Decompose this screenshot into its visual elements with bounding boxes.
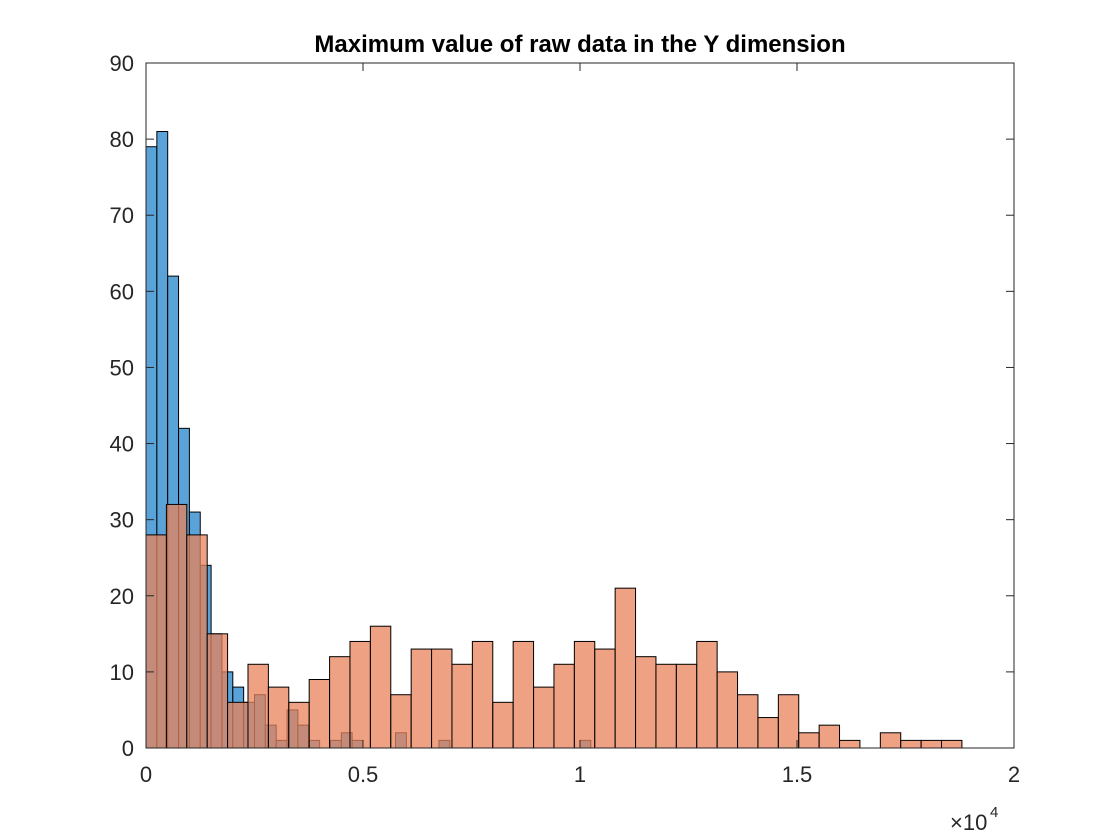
histogram-bar: [614, 587, 637, 749]
histogram-bar: [145, 534, 167, 749]
y-tick-label: 10: [110, 660, 134, 685]
histogram-bar: [451, 663, 473, 749]
y-tick-label: 30: [110, 508, 134, 533]
histogram-bar: [635, 656, 657, 749]
chart-title: Maximum value of raw data in the Y dimen…: [314, 31, 845, 58]
y-tick-label: 40: [110, 432, 134, 457]
y-tick-label: 50: [110, 355, 134, 380]
x-exponent-base: ×10: [950, 810, 987, 835]
histogram-bar: [839, 739, 861, 749]
histogram-bar: [165, 503, 188, 749]
histogram-bar: [267, 686, 290, 749]
histogram-bar: [900, 739, 922, 749]
histogram-bar: [308, 679, 331, 749]
axes-layer: [145, 62, 1015, 749]
histogram-bar: [369, 625, 392, 749]
histogram-bar: [410, 648, 433, 749]
histogram-bar: [818, 724, 841, 749]
histogram-bar: [390, 694, 412, 749]
y-tick-label: 70: [110, 203, 134, 228]
histogram-bar: [431, 648, 453, 749]
y-tick-label: 80: [110, 127, 134, 152]
y-tick-label: 90: [110, 51, 134, 76]
x-exponent-power: 4: [990, 804, 998, 821]
plot-area: [146, 63, 1014, 748]
histogram-bar: [777, 694, 800, 749]
histogram-bar: [737, 694, 759, 749]
y-tick-label: 20: [110, 584, 134, 609]
histogram-bar: [492, 701, 514, 749]
histogram-bar: [920, 739, 943, 749]
histogram-bar: [716, 671, 739, 749]
histogram-bar: [655, 663, 677, 749]
histogram-bar: [288, 701, 310, 749]
histogram-bar: [247, 663, 269, 749]
x-tick-label: 1: [574, 762, 586, 787]
histogram-bar: [757, 717, 779, 749]
histogram-bar: [675, 663, 698, 749]
y-tick-label: 0: [122, 736, 134, 761]
x-tick-label: 1.5: [782, 762, 813, 787]
x-tick-label: 0: [140, 762, 152, 787]
series-2: [145, 503, 963, 749]
histogram-bar: [227, 701, 249, 749]
x-tick-label: 0.5: [348, 762, 379, 787]
histogram-bar: [594, 648, 616, 749]
histogram-bar: [553, 663, 575, 749]
histogram-bar: [879, 732, 902, 749]
histogram-bar: [533, 686, 555, 749]
histogram-bar: [206, 633, 229, 749]
histogram-bar: [349, 640, 371, 749]
histogram-bar: [573, 640, 596, 749]
histogram-bar: [941, 739, 963, 749]
y-tick-label: 60: [110, 279, 134, 304]
x-axis-exponent: ×10 4: [950, 804, 998, 835]
histogram-bar: [471, 640, 494, 749]
histogram-bar: [186, 534, 208, 749]
histogram-bar: [798, 732, 820, 749]
histogram-bar: [696, 640, 718, 749]
histogram-bar: [329, 656, 351, 749]
histogram-bar: [512, 640, 535, 749]
x-tick-label: 2: [1008, 762, 1020, 787]
